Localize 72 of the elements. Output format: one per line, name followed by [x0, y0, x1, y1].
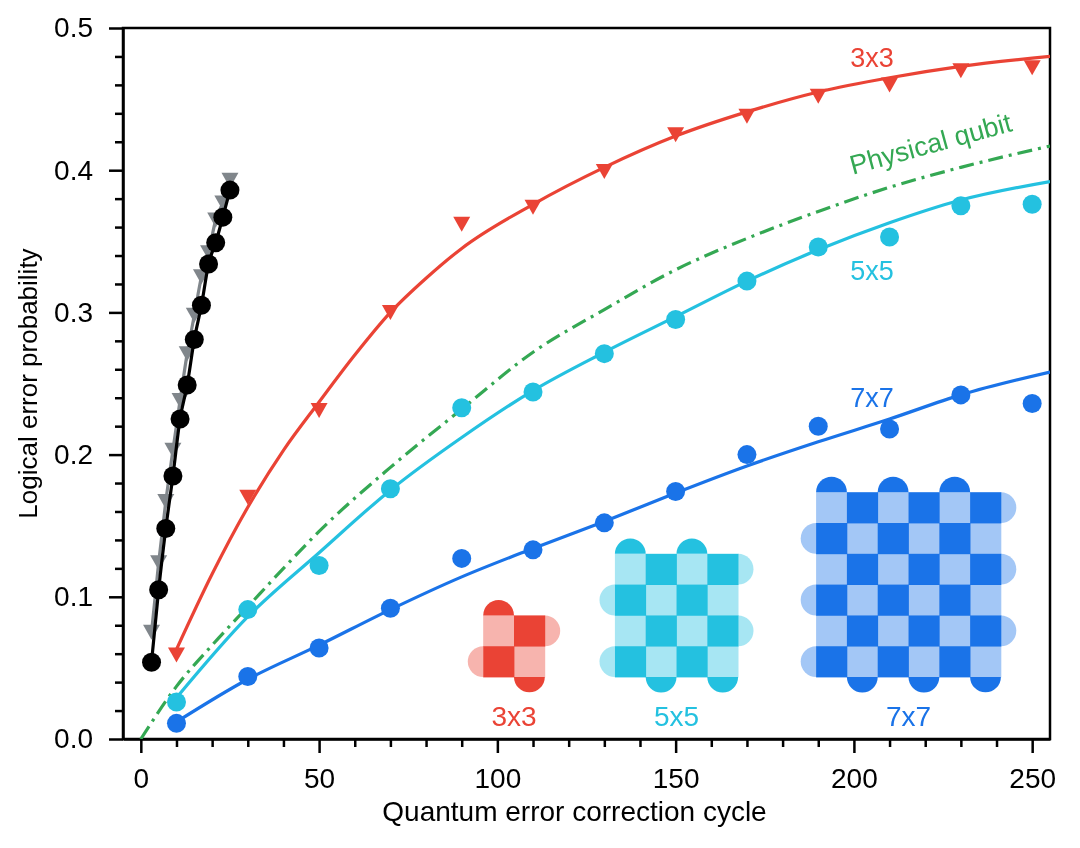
y-tick-label: 0.3: [54, 296, 93, 328]
point: [206, 233, 226, 253]
point: [737, 271, 757, 291]
point: [163, 466, 183, 486]
annotation: 3x3: [491, 701, 537, 732]
y-tick-label: 0.1: [54, 581, 93, 613]
point: [881, 77, 899, 93]
point: [310, 403, 328, 419]
y-tick-label: 0.0: [54, 723, 93, 755]
point: [239, 489, 257, 505]
point: [737, 445, 757, 465]
point: [453, 216, 471, 232]
point: [149, 580, 169, 600]
point: [170, 409, 190, 429]
point: [594, 513, 614, 533]
point: [594, 344, 614, 364]
point: [309, 556, 329, 575]
series-label: 5x5: [850, 255, 894, 286]
x-axis-title: Quantum error correction cycle: [382, 796, 767, 827]
point: [738, 108, 756, 124]
point: [880, 227, 900, 247]
series-label: 3x3: [850, 42, 894, 73]
y-tick-label: 0.4: [54, 154, 93, 186]
point: [523, 382, 543, 402]
point: [184, 329, 204, 349]
point: [1022, 194, 1042, 214]
point: [199, 254, 219, 274]
point: [213, 207, 233, 227]
x-tick-label: 150: [652, 762, 700, 794]
point: [452, 398, 472, 418]
annotation: 5x5: [653, 701, 700, 732]
point: [667, 127, 685, 143]
point: [309, 638, 329, 658]
point: [666, 310, 686, 329]
point: [166, 692, 186, 712]
point: [238, 666, 258, 686]
point: [808, 416, 828, 436]
point: [142, 652, 162, 672]
point: [524, 199, 542, 215]
point: [220, 180, 240, 200]
point: [191, 295, 211, 315]
x-tick-label: 100: [474, 762, 522, 794]
point: [167, 647, 185, 663]
point: [177, 375, 197, 395]
point: [595, 164, 613, 180]
series-label: 7x7: [850, 383, 894, 414]
point: [951, 196, 971, 216]
point: [166, 713, 186, 733]
point: [380, 479, 400, 499]
point: [808, 237, 828, 257]
point: [380, 598, 400, 618]
annotation: 7x7: [885, 701, 932, 732]
point: [809, 88, 827, 104]
y-tick-label: 0.5: [54, 12, 93, 44]
text: Physical qubit: [846, 107, 1016, 181]
point: [523, 540, 543, 560]
point: [951, 385, 971, 405]
point: [452, 548, 472, 568]
point: [381, 304, 399, 320]
x-tick-label: 200: [831, 762, 878, 794]
x-tick-label: 250: [1009, 762, 1057, 794]
y-tick-label: 0.2: [54, 439, 93, 471]
x-tick-label: 50: [304, 762, 336, 794]
point: [952, 63, 970, 79]
point: [238, 600, 258, 620]
y-axis-title: Logical error probability: [13, 248, 44, 519]
point: [156, 519, 176, 539]
x-tick-label: 0: [133, 762, 150, 794]
point: [1022, 393, 1042, 413]
point: [1023, 60, 1041, 76]
point: [880, 419, 900, 439]
point: [666, 482, 686, 502]
